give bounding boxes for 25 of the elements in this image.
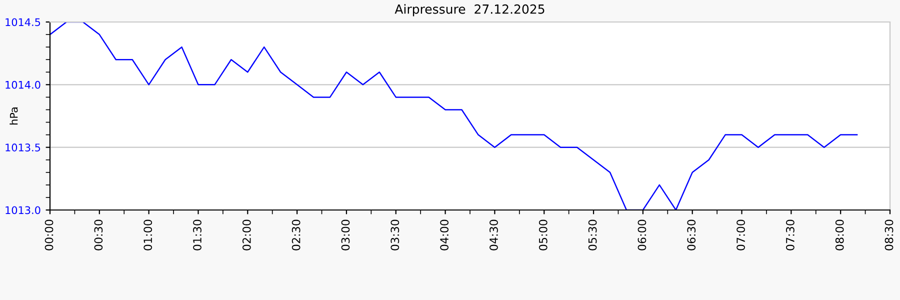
- x-tick-label: 02:00: [242, 220, 251, 250]
- x-tick-label: 06:00: [638, 220, 646, 250]
- x-tick-label: 05:30: [588, 220, 597, 250]
- x-tick-label: 03:30: [390, 220, 400, 250]
- chart-title: Airpressure 27.12.2025: [394, 4, 544, 16]
- x-tick-label: 07:00: [736, 220, 745, 250]
- line-series: [50, 22, 858, 210]
- y-tick-label: 1013.5: [6, 144, 40, 152]
- x-tick-label: 00:00: [44, 220, 54, 250]
- x-tick-label: 06:30: [687, 220, 696, 250]
- x-tick-label: 08:00: [835, 220, 844, 250]
- x-tick-label: 04:00: [440, 220, 449, 250]
- y-tick-label: 1014.5: [6, 18, 40, 26]
- y-tick-label: 1014.0: [6, 80, 40, 89]
- x-tick-label: 08:30: [884, 220, 894, 250]
- x-tick-label: 01:30: [193, 220, 202, 250]
- x-tick-label: 00:30: [94, 220, 103, 250]
- x-tick-label: 03:00: [341, 220, 350, 250]
- x-tick-label: 04:30: [490, 220, 498, 250]
- x-tick-label: 01:00: [144, 220, 152, 250]
- y-axis-title: hPa: [10, 108, 18, 124]
- x-tick-label: 02:30: [292, 220, 300, 250]
- x-tick-label: 05:00: [538, 220, 548, 250]
- y-tick-label: 1013.0: [6, 206, 40, 214]
- x-tick-label: 07:30: [786, 220, 794, 250]
